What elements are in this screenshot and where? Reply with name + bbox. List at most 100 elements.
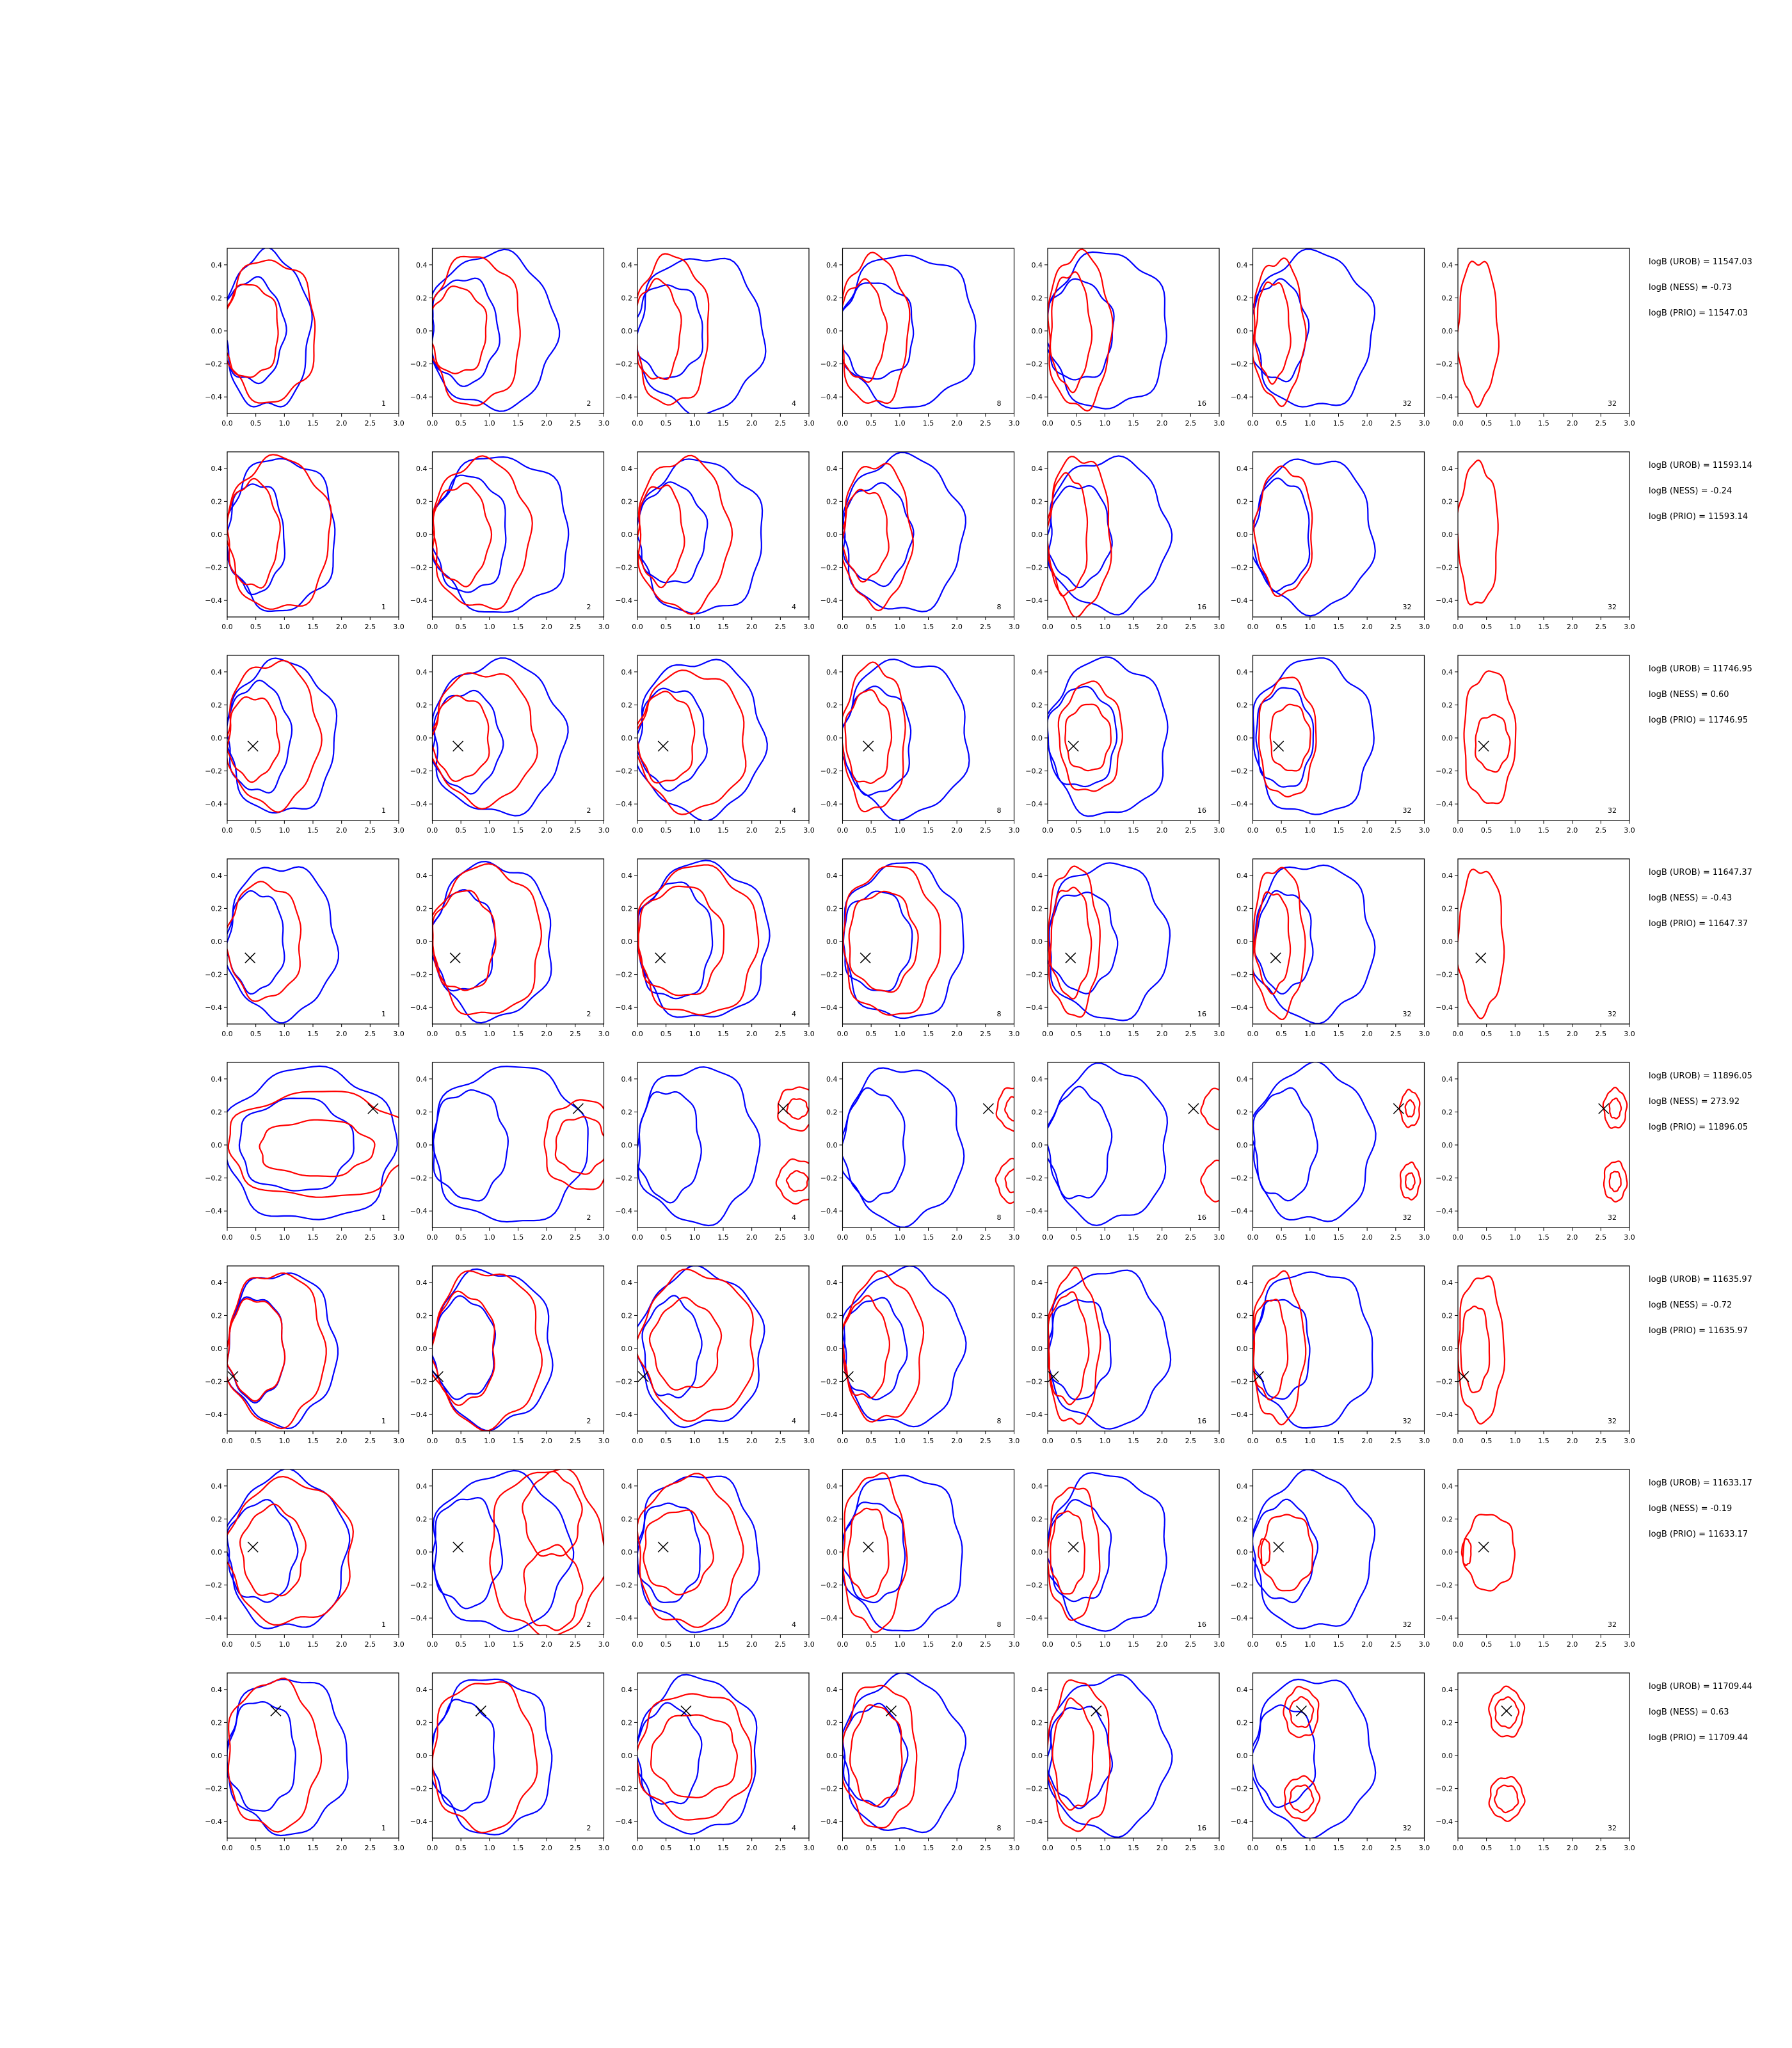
x-tick-label: 2.5 <box>570 419 581 428</box>
red-contour <box>1494 1696 1520 1729</box>
x-tick-label: 0.0 <box>427 1030 438 1038</box>
x-tick-label: 0.0 <box>1247 826 1259 835</box>
log-bayes-factor-label: logB (UROB) = 11647.37 <box>1649 868 1752 877</box>
panel-r2-c6: 0.0 0.5 1.0 1.5 2.0 2.5 3.0 0.4 0.2 0.0 −0.2 −0.4 32 <box>1231 451 1430 631</box>
log-bayes-factor-label: logB (UROB) = 11633.17 <box>1649 1478 1752 1488</box>
y-tick-label: −0.4 <box>1436 1207 1453 1215</box>
y-tick-label: −0.2 <box>410 971 428 979</box>
true-value-marker <box>982 1103 994 1114</box>
blue-contour <box>1048 455 1173 616</box>
x-tick-label: 1.0 <box>484 1437 495 1445</box>
x-tick-label: 2.5 <box>775 826 787 835</box>
blue-contour <box>227 1678 349 1837</box>
panel-count-label: 1 <box>381 399 386 408</box>
true-value-marker <box>1270 952 1281 964</box>
x-tick-label: 1.0 <box>689 419 701 428</box>
true-value-marker <box>863 740 874 752</box>
x-tick-label: 3.0 <box>803 826 815 835</box>
panel-count-label: 16 <box>1197 1010 1206 1018</box>
red-contour <box>1398 1089 1421 1128</box>
y-tick-label: 0.0 <box>416 1548 428 1556</box>
red-contour <box>1288 1696 1315 1728</box>
blue-contour <box>1252 278 1310 383</box>
x-tick-label: 1.0 <box>894 1030 906 1038</box>
x-tick-label: 1.5 <box>1128 826 1139 835</box>
x-tick-label: 3.0 <box>1213 1640 1225 1649</box>
y-tick-label: 0.4 <box>621 668 633 676</box>
y-tick-label: 0.2 <box>211 1311 223 1320</box>
blue-contour <box>842 1297 908 1401</box>
red-contour <box>1048 456 1112 617</box>
x-tick-label: 0.0 <box>1452 1233 1464 1242</box>
x-tick-label: 0.5 <box>250 1844 262 1852</box>
x-tick-label: 1.0 <box>1510 623 1521 631</box>
y-tick-label: 0.0 <box>621 531 633 539</box>
x-tick-label: 2.5 <box>980 1844 991 1852</box>
y-tick-label: −0.4 <box>410 1207 428 1215</box>
x-tick-label: 0.5 <box>865 826 877 835</box>
x-tick-label: 3.0 <box>1009 1030 1020 1038</box>
y-tick-label: 0.4 <box>416 1686 428 1694</box>
contours <box>1048 1062 1219 1226</box>
panel-count-label: 8 <box>997 806 1002 815</box>
panel-r6-c1: 0.0 0.5 1.0 1.5 2.0 2.5 3.0 0.4 0.2 0.0 −0.2 −0.4 1 <box>205 1265 404 1445</box>
panel-r5-c7: 0.0 0.5 1.0 1.5 2.0 2.5 3.0 0.4 0.2 0.0 −0.2 −0.4 32 <box>1436 1062 1635 1242</box>
y-tick-label: −0.4 <box>1231 1411 1248 1419</box>
contours <box>227 248 316 408</box>
y-tick-label: −0.2 <box>1231 1785 1248 1793</box>
y-tick-label: −0.4 <box>1436 1614 1453 1622</box>
x-tick-label: 2.5 <box>1390 1844 1402 1852</box>
y-tick-label: 0.2 <box>1032 701 1043 709</box>
x-tick-label: 3.0 <box>1624 1640 1635 1649</box>
x-tick-label: 0.5 <box>250 623 262 631</box>
panel-r5-c3: 0.0 0.5 1.0 1.5 2.0 2.5 3.0 0.4 0.2 0.0 −0.2 −0.4 4 <box>615 1062 815 1242</box>
y-tick-label: −0.4 <box>615 1818 632 1826</box>
x-tick-label: 2.0 <box>1361 1233 1373 1242</box>
contours <box>842 659 970 820</box>
log-bayes-factor-label: logB (NESS) = -0.24 <box>1649 486 1732 496</box>
x-tick-label: 1.5 <box>1333 826 1345 835</box>
x-tick-label: 0.5 <box>865 1233 877 1242</box>
red-contour <box>432 1270 543 1431</box>
blue-contour <box>432 889 496 992</box>
axes-frame <box>227 1265 399 1432</box>
red-contour <box>1064 703 1112 772</box>
contours <box>1458 1275 1506 1425</box>
log-bayes-factor-label: logB (PRIO) = 11635.97 <box>1649 1326 1748 1336</box>
x-tick-label: 3.0 <box>1009 419 1020 428</box>
red-contour <box>1463 670 1517 804</box>
y-tick-label: −0.2 <box>205 767 222 776</box>
true-value-marker <box>1252 1371 1264 1382</box>
y-tick-label: 0.0 <box>1236 938 1248 946</box>
y-tick-label: −0.2 <box>1025 1174 1043 1183</box>
contours <box>1252 1062 1421 1222</box>
y-tick-label: −0.4 <box>1231 596 1248 605</box>
x-tick-label: 2.0 <box>1567 1844 1578 1852</box>
x-tick-label: 0.5 <box>1481 623 1492 631</box>
red-contour <box>227 259 316 404</box>
x-tick-label: 2.0 <box>336 1437 348 1445</box>
blue-contour <box>637 659 768 820</box>
y-tick-label: −0.2 <box>1025 564 1043 572</box>
x-tick-label: 2.5 <box>1390 623 1402 631</box>
y-tick-label: 0.0 <box>621 1345 633 1353</box>
x-tick-label: 3.0 <box>393 419 404 428</box>
panel-r2-c7: 0.0 0.5 1.0 1.5 2.0 2.5 3.0 0.4 0.2 0.0 −0.2 −0.4 32 <box>1436 451 1635 631</box>
red-contour <box>650 1714 738 1798</box>
red-contour <box>543 1099 604 1190</box>
x-tick-label: 2.5 <box>775 623 787 631</box>
panel-count-label: 4 <box>792 1010 796 1018</box>
red-contour <box>523 1544 584 1631</box>
x-tick-label: 0.5 <box>455 1844 467 1852</box>
red-contour <box>842 661 906 813</box>
y-tick-label: 0.2 <box>1236 1515 1248 1523</box>
x-tick-label: 2.5 <box>365 1640 376 1649</box>
x-tick-label: 2.5 <box>980 1233 991 1242</box>
y-tick-label: −0.2 <box>410 564 428 572</box>
x-tick-label: 0.5 <box>455 1640 467 1649</box>
red-contour <box>432 255 521 406</box>
y-tick-label: −0.4 <box>615 800 632 808</box>
x-tick-label: 0.5 <box>1481 1030 1492 1038</box>
x-tick-label: 3.0 <box>393 826 404 835</box>
x-tick-label: 1.0 <box>1304 1844 1316 1852</box>
